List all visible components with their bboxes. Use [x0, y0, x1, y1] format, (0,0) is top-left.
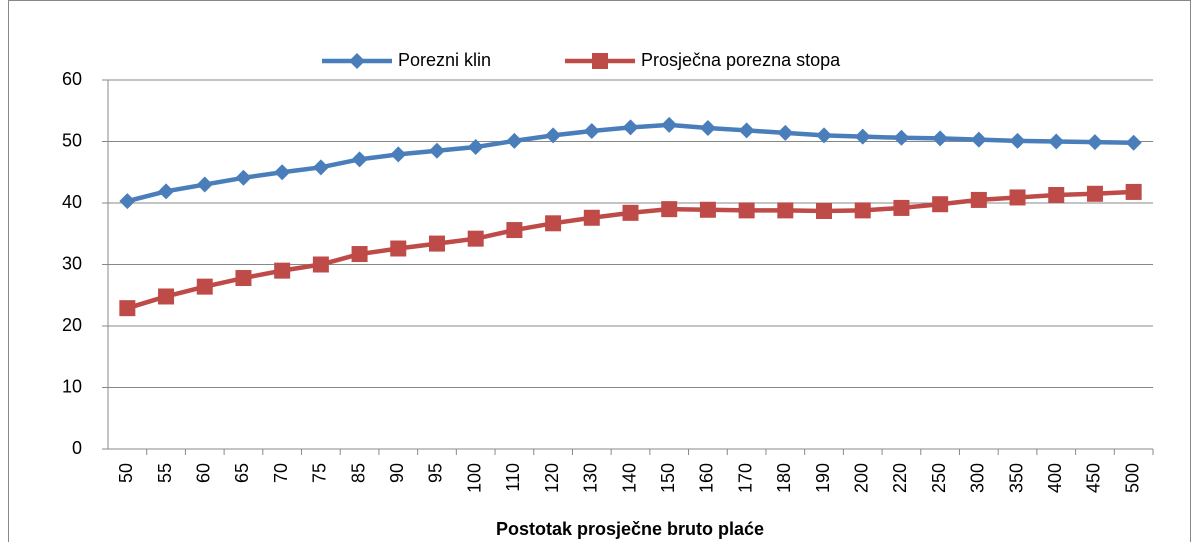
- data-point: [816, 202, 833, 219]
- data-point: [235, 270, 252, 287]
- data-point: [1086, 134, 1103, 151]
- x-tick-label: 120: [542, 463, 562, 493]
- data-point: [1048, 187, 1065, 204]
- data-point: [158, 288, 175, 305]
- x-tick-label: 170: [735, 463, 755, 493]
- data-point: [119, 300, 136, 317]
- x-tick-label: 65: [232, 463, 252, 483]
- x-tick-label: 130: [581, 463, 601, 493]
- data-point: [622, 119, 639, 136]
- data-point: [158, 183, 175, 200]
- data-point: [583, 209, 600, 226]
- x-tick-label: 350: [1006, 463, 1026, 493]
- data-point: [351, 151, 368, 168]
- x-tick-label: 190: [813, 463, 833, 493]
- data-point: [932, 196, 949, 213]
- data-point: [545, 127, 562, 144]
- data-point: [970, 131, 987, 148]
- data-point: [235, 169, 252, 186]
- data-point: [699, 201, 716, 218]
- x-tick-label: 75: [310, 463, 330, 483]
- data-point: [274, 262, 291, 279]
- data-point: [545, 215, 562, 232]
- data-point: [506, 132, 523, 149]
- data-point: [390, 146, 407, 163]
- x-tick-label: 250: [929, 463, 949, 493]
- x-tick-label: 300: [968, 463, 988, 493]
- x-axis-title: Postotak prosječne bruto plaće: [496, 519, 764, 539]
- legend-label: Porezni klin: [398, 50, 491, 70]
- data-point: [622, 204, 639, 221]
- data-point: [467, 230, 484, 247]
- chart-border: [8, 0, 1191, 547]
- data-point: [816, 127, 833, 144]
- x-tick-label: 85: [348, 463, 368, 483]
- data-point: [777, 124, 794, 141]
- y-tick-label: 50: [62, 130, 82, 150]
- data-point: [699, 119, 716, 136]
- y-tick-label: 40: [62, 192, 82, 212]
- x-tick-label: 100: [464, 463, 484, 493]
- data-point: [467, 139, 484, 156]
- data-point: [1125, 134, 1142, 151]
- y-tick-label: 0: [72, 438, 82, 458]
- y-tick-label: 60: [62, 69, 82, 89]
- data-point: [661, 116, 678, 133]
- x-tick-label: 180: [774, 463, 794, 493]
- legend-label: Prosječna porezna stopa: [641, 50, 841, 70]
- data-point: [1048, 133, 1065, 150]
- data-point: [583, 123, 600, 140]
- x-tick-label: 60: [194, 463, 214, 483]
- data-point: [1009, 189, 1026, 206]
- data-point: [893, 129, 910, 146]
- data-point: [119, 193, 136, 210]
- y-tick-label: 10: [62, 376, 82, 396]
- x-tick-label: 400: [1045, 463, 1065, 493]
- data-point: [854, 128, 871, 145]
- data-point: [312, 159, 329, 176]
- x-tick-label: 450: [1084, 463, 1104, 493]
- x-tick-label: 55: [155, 463, 175, 483]
- x-tick-label: 90: [387, 463, 407, 483]
- data-point: [196, 278, 213, 295]
- x-tick-label: 50: [116, 463, 136, 483]
- data-point: [390, 240, 407, 257]
- x-tick-label: 95: [426, 463, 446, 483]
- data-point: [506, 222, 523, 239]
- data-point: [970, 191, 987, 208]
- data-point: [893, 199, 910, 216]
- x-tick-label: 200: [851, 463, 871, 493]
- data-point: [351, 246, 368, 263]
- x-tick-label: 110: [503, 463, 523, 492]
- data-point: [274, 164, 291, 181]
- x-tick-label: 160: [697, 463, 717, 493]
- x-tick-label: 150: [658, 463, 678, 493]
- legend-marker: [349, 53, 365, 69]
- data-point: [661, 201, 678, 218]
- data-point: [428, 142, 445, 159]
- data-point: [428, 235, 445, 252]
- y-tick-label: 20: [62, 315, 82, 335]
- data-point: [854, 202, 871, 219]
- legend-marker: [592, 53, 608, 69]
- y-tick-label: 30: [62, 253, 82, 273]
- data-point: [1086, 185, 1103, 202]
- x-tick-label: 500: [1122, 463, 1142, 493]
- x-tick-label: 140: [619, 463, 639, 493]
- data-point: [932, 130, 949, 147]
- data-point: [196, 176, 213, 193]
- data-point: [738, 202, 755, 219]
- data-point: [312, 256, 329, 273]
- x-tick-label: 220: [890, 463, 910, 493]
- x-tick-label: 70: [271, 463, 291, 483]
- data-point: [1009, 132, 1026, 149]
- data-point: [738, 122, 755, 139]
- data-point: [1125, 183, 1142, 200]
- data-point: [777, 202, 794, 219]
